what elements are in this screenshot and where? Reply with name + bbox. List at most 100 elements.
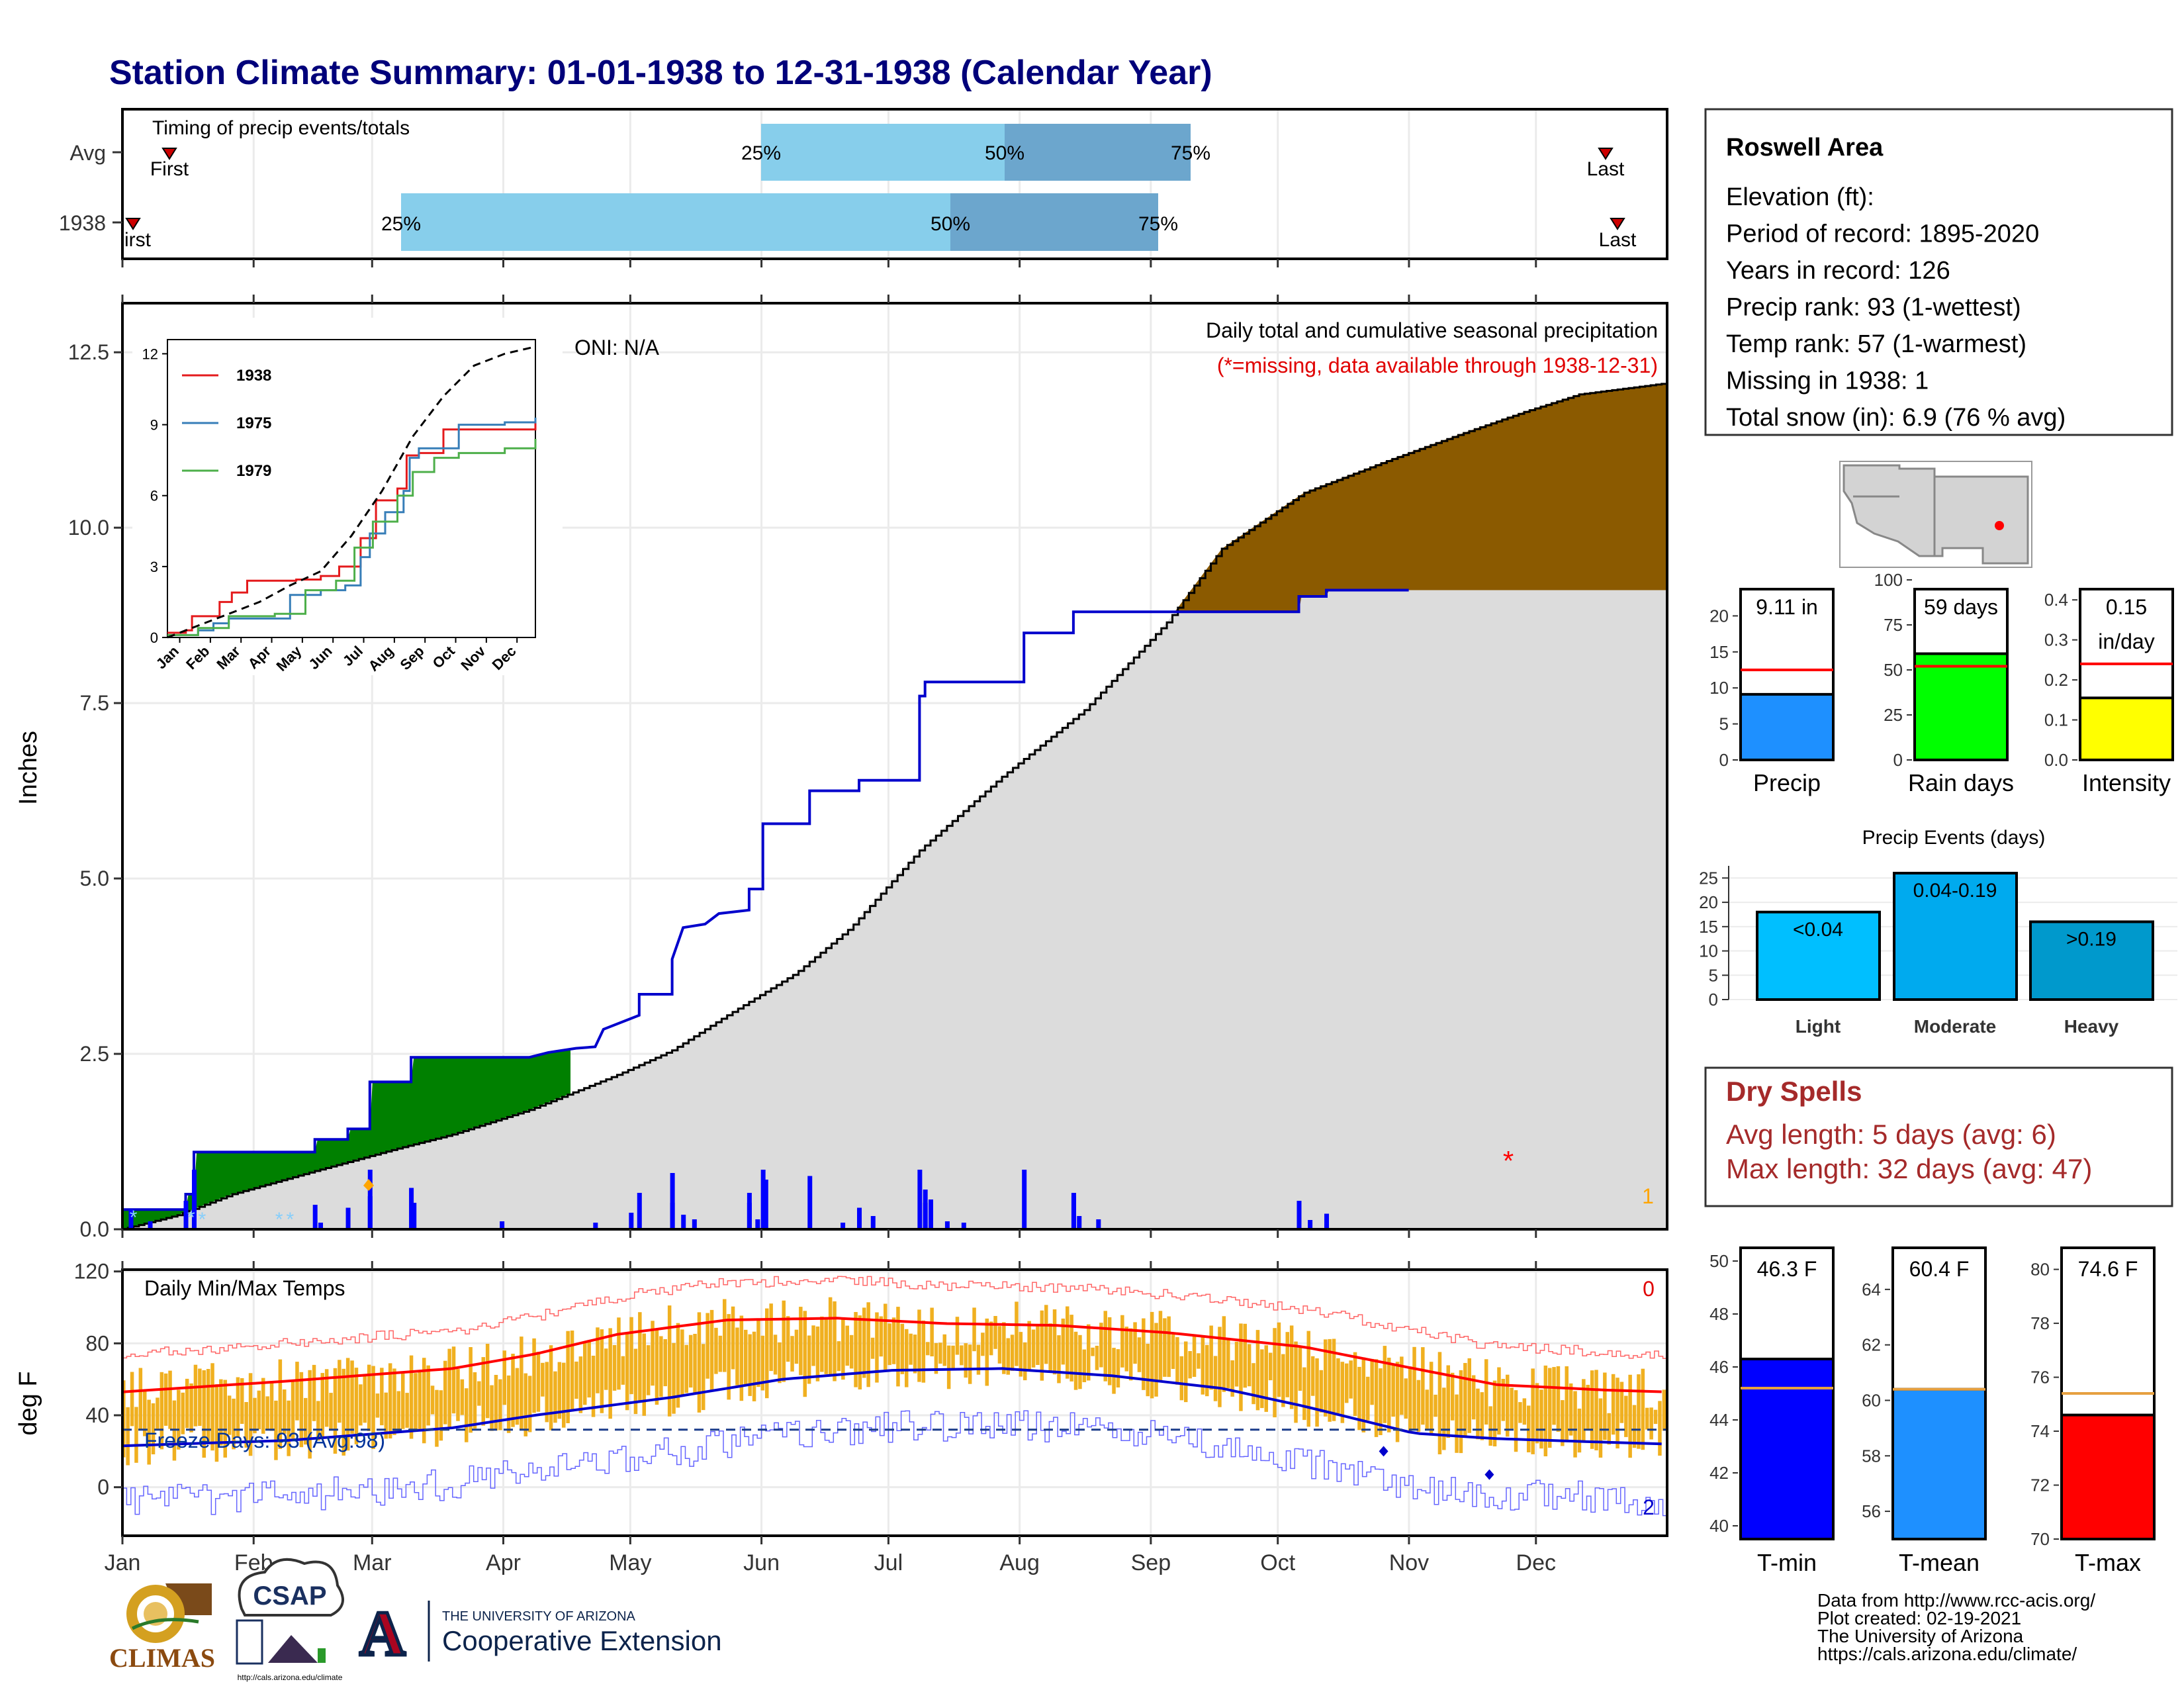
daily-temp-bar bbox=[210, 1363, 214, 1451]
daily-temp-bar bbox=[773, 1335, 778, 1375]
daily-temp-bar bbox=[1416, 1380, 1421, 1432]
daily-temp-bar bbox=[960, 1345, 964, 1366]
daily-temp-bar bbox=[236, 1377, 240, 1437]
daily-temp-bar bbox=[1251, 1363, 1255, 1405]
month-label: May bbox=[609, 1550, 651, 1575]
daily-temp-bar bbox=[824, 1317, 828, 1374]
daily-temp-bar bbox=[1036, 1324, 1040, 1365]
daily-temp-bar bbox=[1387, 1358, 1391, 1432]
tsum-ytick-label: 44 bbox=[1709, 1410, 1729, 1430]
daily-temp-bar bbox=[439, 1390, 443, 1441]
first-label-avg: First bbox=[150, 158, 189, 180]
daily-temp-bar bbox=[1277, 1322, 1281, 1397]
daily-temp-bar bbox=[1179, 1356, 1184, 1401]
daily-temp-bar bbox=[900, 1323, 905, 1374]
tsum-name-label: T-min bbox=[1757, 1549, 1817, 1576]
tsum-value-bar bbox=[1739, 1358, 1835, 1540]
daily-precip-bar bbox=[1324, 1224, 1330, 1229]
timing-title: Timing of precip events/totals bbox=[152, 117, 410, 139]
daily-temp-bar bbox=[1002, 1322, 1006, 1374]
daily-temp-bar bbox=[396, 1391, 401, 1432]
dry-spells-title: Dry Spells bbox=[1726, 1076, 1862, 1107]
station-info-box: Roswell Area Elevation (ft): Period of re… bbox=[1704, 108, 2173, 436]
daily-temp-bar bbox=[341, 1368, 345, 1456]
tsum-ytick-label: 48 bbox=[1709, 1304, 1729, 1324]
daily-temp-bar bbox=[1066, 1306, 1069, 1379]
daily-temp-bar bbox=[926, 1342, 930, 1356]
daily-temp-bar bbox=[1328, 1338, 1332, 1422]
daily-temp-bar bbox=[1324, 1339, 1328, 1417]
daily-temp-bar bbox=[714, 1327, 718, 1374]
ua-line-1: THE UNIVERSITY OF ARIZONA bbox=[442, 1609, 636, 1624]
daily-precip-bar bbox=[637, 1193, 642, 1229]
stat-ytick-label: 0.4 bbox=[2044, 590, 2068, 610]
month-label: Mar bbox=[353, 1550, 392, 1575]
ua-logo-letter: A bbox=[359, 1598, 405, 1669]
precip-panel: * * * * * * 1 Daily total and cumulative sea… bbox=[15, 295, 1668, 1241]
actual-cumulative-line bbox=[122, 588, 1409, 1211]
daily-temp-bar bbox=[1192, 1336, 1197, 1377]
daily-temp-bar bbox=[1205, 1344, 1209, 1397]
daily-precip-bar bbox=[1071, 1196, 1076, 1229]
dry-spells-max: Max length: 32 days (avg: 47) bbox=[1726, 1153, 2092, 1184]
daily-temp-bar bbox=[1357, 1366, 1361, 1430]
daily-temp-bar bbox=[1653, 1409, 1658, 1425]
daily-precip-bar bbox=[409, 1188, 414, 1229]
daily-temp-bar bbox=[815, 1326, 820, 1382]
daily-temp-bar bbox=[168, 1370, 172, 1429]
tsum-ytick-label: 40 bbox=[1709, 1516, 1729, 1536]
daily-temp-bar bbox=[1243, 1323, 1247, 1388]
daily-temp-bar bbox=[1463, 1363, 1467, 1436]
temp-title: Daily Min/Max Temps bbox=[144, 1276, 345, 1300]
daily-temp-bar bbox=[760, 1335, 765, 1391]
events-ytick-label: 5 bbox=[1709, 965, 1718, 985]
daily-temp-bar bbox=[769, 1303, 773, 1372]
daily-temp-bar bbox=[1142, 1318, 1146, 1390]
daily-temp-bar bbox=[672, 1342, 676, 1414]
month-label: Apr bbox=[486, 1550, 521, 1575]
inset-legend-label: 1938 bbox=[236, 367, 271, 385]
daily-precip-bar bbox=[841, 1223, 846, 1229]
daily-temp-bar bbox=[409, 1355, 414, 1439]
daily-temp-bar bbox=[1628, 1374, 1632, 1458]
daily-precip-bar bbox=[1022, 1170, 1027, 1229]
daily-temp-bar bbox=[388, 1363, 392, 1438]
daily-temp-bar bbox=[1137, 1337, 1142, 1372]
average-cumulative-line bbox=[122, 383, 1667, 1231]
daily-temp-bar bbox=[1082, 1349, 1087, 1382]
events-ytick-label: 25 bbox=[1699, 868, 1718, 888]
stat-value-label: 9.11 in bbox=[1756, 595, 1818, 619]
daily-temp-bar bbox=[1573, 1391, 1577, 1458]
temp-max-count: 0 bbox=[1643, 1277, 1655, 1301]
daily-temp-bar bbox=[1095, 1346, 1099, 1370]
daily-temp-bar bbox=[494, 1375, 498, 1430]
daily-temp-bar bbox=[253, 1397, 257, 1434]
daily-temp-bar bbox=[1522, 1398, 1527, 1425]
daily-temp-bar bbox=[515, 1368, 520, 1425]
daily-temp-bar bbox=[1594, 1370, 1598, 1450]
daily-temp-bar bbox=[1404, 1378, 1408, 1419]
daily-temp-bar bbox=[414, 1373, 418, 1430]
daily-temp-bar bbox=[130, 1372, 134, 1427]
daily-temp-bar bbox=[1336, 1358, 1340, 1414]
daily-temp-bar bbox=[583, 1342, 587, 1405]
avg-min-temp-line bbox=[122, 1367, 1662, 1448]
daily-temp-bar bbox=[955, 1317, 960, 1355]
daily-temp-bar bbox=[490, 1385, 494, 1431]
daily-temp-bar bbox=[964, 1343, 968, 1378]
daily-temp-bar bbox=[367, 1364, 371, 1431]
daily-temp-bar bbox=[1590, 1370, 1594, 1449]
inset-ytick-label: 9 bbox=[150, 417, 158, 434]
daily-precip-bar bbox=[1308, 1220, 1313, 1229]
daily-temp-bar bbox=[401, 1373, 405, 1429]
credit-line-3: The University of Arizona bbox=[1817, 1626, 2024, 1646]
daily-temp-bar bbox=[799, 1307, 803, 1376]
daily-temp-bar bbox=[1175, 1337, 1179, 1385]
daily-temp-bar bbox=[723, 1299, 727, 1372]
inset-legend-label: 1975 bbox=[236, 414, 271, 432]
precip-ytick-label: 0.0 bbox=[80, 1217, 109, 1241]
daily-temp-bar bbox=[667, 1305, 672, 1417]
daily-temp-bar bbox=[1061, 1318, 1066, 1365]
daily-temp-bar bbox=[663, 1339, 667, 1387]
